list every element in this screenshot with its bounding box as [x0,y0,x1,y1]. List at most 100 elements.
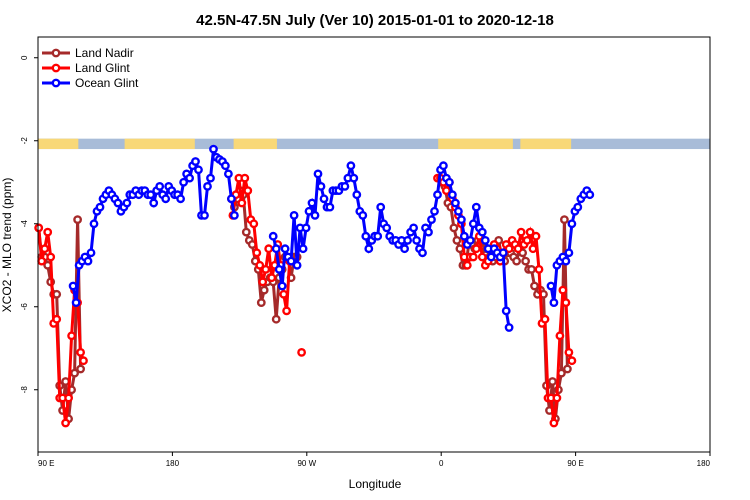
data-point [279,289,289,299]
legend-swatch-marker [51,78,61,88]
data-point [271,244,281,254]
data-point [149,198,159,208]
data-point [43,227,53,237]
data-point [477,252,487,262]
y-tick-label: 0 [20,55,29,60]
legend-item: Ocean Glint [42,76,139,90]
data-point [465,235,475,245]
data-point [83,256,93,266]
data-point [282,306,291,316]
data-point [433,190,442,200]
data-point [564,248,574,258]
data-point [301,223,311,233]
data-point [540,314,550,324]
legend-label: Land Nadir [75,46,134,60]
data-point [450,198,460,208]
data-point [298,244,308,254]
data-point [240,173,250,183]
data-point [297,347,306,357]
data-point [531,231,541,241]
data-point [561,256,571,266]
data-point [155,181,165,191]
data-point [271,314,281,324]
data-point [68,281,78,291]
data-point [528,244,538,254]
data-point [113,198,123,208]
data-point [46,252,56,262]
data-point [403,235,412,245]
data-point [364,244,374,254]
data-point [316,181,326,191]
y-tick-label: -4 [20,220,29,228]
data-point [409,223,418,233]
data-point [549,298,559,307]
y-tick-label: -2 [20,137,29,145]
series-layer [34,144,595,428]
data-point [259,285,269,295]
data-point [346,161,356,171]
data-point [64,393,74,403]
data-point [424,227,433,237]
data-point [548,377,557,386]
data-point [267,273,277,283]
data-point [176,194,186,204]
data-point [438,161,448,171]
data-point [552,393,562,403]
data-point [76,364,86,374]
data-point [73,215,83,225]
data-point [86,248,96,258]
data-point [200,210,209,220]
data-point [564,347,574,357]
data-point [206,173,215,183]
data-point [37,256,47,266]
data-point [546,281,556,291]
data-point [191,157,200,166]
series-ocean-glint [68,144,595,332]
data-point [146,190,156,200]
data-point [79,356,88,366]
data-point [277,281,287,291]
y-tick-label: -8 [20,386,29,394]
data-point [462,260,472,270]
data-point [558,285,568,295]
data-point [447,190,457,200]
strip-ocean-band [38,138,710,150]
data-point [70,368,80,378]
data-point [268,231,278,241]
data-point [471,244,481,254]
data-point [504,244,514,254]
data-point [274,264,284,274]
data-point [512,256,521,266]
data-point [243,186,253,196]
y-axis: 0 -2 -4 -6 -8 [20,55,38,393]
data-point [376,202,386,212]
data-point [468,219,478,229]
data-point [40,244,50,254]
strip-land-band [233,138,277,150]
data-point [459,231,469,241]
legend-swatch-marker [51,48,61,58]
data-point [567,356,577,366]
data-point [220,161,230,171]
data-point [194,165,203,175]
x-axis: 90 E 180 90 W 0 90 E 180 [37,452,711,468]
plot-frame [37,36,711,453]
data-point [527,264,536,274]
data-point [313,169,323,179]
data-point [34,223,44,233]
data-point [361,231,371,241]
data-point [555,331,565,341]
data-point [261,264,271,274]
data-point [179,177,189,187]
x-axis-label: Longitude [349,477,402,491]
data-point [307,198,317,208]
data-point [255,260,265,270]
data-point [226,194,236,204]
x-tick-label: 90 E [567,459,583,468]
data-point [477,227,487,237]
x-tick-label: 180 [697,459,711,468]
y-tick-label: -6 [20,303,29,311]
data-point [427,215,436,225]
strip-land-band [520,138,572,150]
y-axis-label: XCO2 - MLO trend (ppm) [0,178,14,313]
